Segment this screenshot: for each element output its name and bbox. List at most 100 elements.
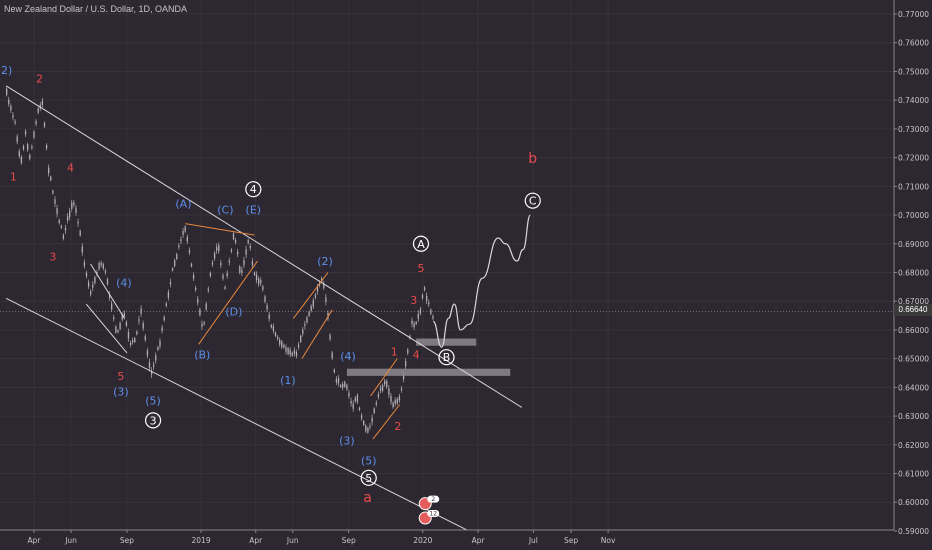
- candle-body: [8, 99, 10, 104]
- candle-body: [375, 402, 377, 405]
- candle-body: [111, 303, 113, 310]
- candle-body: [243, 260, 245, 266]
- candle-body: [308, 311, 310, 316]
- candle-body: [329, 334, 331, 340]
- candle-body: [279, 339, 281, 345]
- candle-body: [178, 245, 180, 248]
- candle-body: [10, 106, 12, 111]
- candle-body: [222, 275, 224, 279]
- candle-body: [333, 369, 335, 373]
- candle-body: [66, 216, 69, 221]
- event-markers: 2 12: [418, 495, 440, 525]
- current-price-badge: 0.66640: [894, 304, 932, 316]
- candle-body: [64, 227, 67, 231]
- candle-body: [12, 114, 14, 118]
- wave-circle: [144, 412, 162, 429]
- candle-body: [18, 151, 20, 157]
- candle-body: [96, 272, 98, 275]
- candle-body: [205, 303, 207, 310]
- wave-label: A: [417, 238, 425, 251]
- x-tick-label: Jun: [64, 536, 77, 545]
- candle-body: [384, 380, 386, 385]
- candle-body: [218, 245, 220, 252]
- candle-body: [157, 347, 159, 350]
- x-tick-label: Sep: [342, 536, 356, 545]
- wave-label: (C): [217, 203, 233, 216]
- candle-body: [400, 388, 403, 391]
- candle-body: [167, 292, 170, 298]
- candle-body: [69, 211, 71, 218]
- candle-body: [45, 145, 48, 149]
- wave-label: (E): [246, 203, 262, 216]
- candle-body: [386, 381, 388, 388]
- y-tick-label: 0.61000: [898, 470, 929, 479]
- candle-body: [169, 282, 172, 285]
- candle-body: [134, 338, 136, 343]
- wave-label: 1: [10, 170, 17, 183]
- wave-label: b: [528, 151, 537, 167]
- candle-body: [337, 377, 340, 384]
- candle-body: [365, 425, 367, 432]
- candle-body: [335, 379, 338, 383]
- candle-body: [327, 312, 329, 319]
- wave-label: (D): [225, 305, 242, 318]
- candle-body: [37, 108, 39, 113]
- candle-body: [426, 295, 428, 301]
- zone-lower: [346, 368, 511, 376]
- time-axis-bg: [0, 530, 932, 550]
- candle-body: [153, 364, 155, 367]
- y-tick-label: 0.62000: [898, 441, 929, 450]
- candle-body: [203, 322, 205, 325]
- candle-body: [81, 246, 83, 253]
- wave-label: (5): [361, 455, 377, 468]
- candle-body: [159, 340, 161, 347]
- candle-body: [342, 383, 344, 388]
- wave-label: 3: [49, 251, 56, 264]
- candle-body: [140, 308, 142, 314]
- candle-body: [201, 324, 203, 327]
- candle-body: [48, 167, 50, 174]
- candle-body: [302, 329, 304, 334]
- trendlines: [5, 85, 523, 541]
- candle-body: [293, 350, 296, 354]
- y-tick-label: 0.65000: [898, 355, 929, 364]
- candle-body: [100, 262, 102, 266]
- candle-body: [171, 268, 174, 271]
- candle-body: [394, 400, 396, 404]
- wave-label: 5: [365, 472, 372, 485]
- candle-body: [148, 362, 151, 369]
- candle-body: [356, 395, 359, 402]
- candle-body: [190, 263, 193, 267]
- candle-body: [186, 236, 188, 242]
- candle-body: [348, 392, 350, 397]
- candle-body: [253, 272, 256, 276]
- y-tick-label: 0.70000: [898, 211, 929, 220]
- candle-body: [285, 347, 287, 352]
- wave-label: (4): [340, 350, 356, 363]
- x-tick-label: Apr: [472, 536, 486, 545]
- triangle-bottom: [198, 260, 258, 345]
- candle-body: [419, 308, 422, 314]
- wave-label: 1: [391, 345, 398, 358]
- lower-channel: [5, 297, 487, 541]
- candle-body: [272, 326, 275, 331]
- candle-body: [268, 314, 270, 320]
- candle-body: [165, 303, 167, 306]
- candle-body: [146, 350, 149, 356]
- candle-body: [31, 146, 33, 149]
- candle-body: [129, 342, 132, 345]
- wave-label: 4: [413, 348, 420, 361]
- grid: [0, 0, 894, 532]
- candle-body: [119, 322, 121, 330]
- candle-body: [121, 314, 123, 320]
- candle-body: [150, 370, 153, 375]
- candle-body: [398, 396, 401, 401]
- candle-body: [283, 344, 285, 348]
- candle-body: [6, 88, 8, 95]
- x-tick-label: Jul: [528, 536, 538, 545]
- y-tick-label: 0.69000: [898, 240, 929, 249]
- candle-body: [230, 249, 233, 252]
- x-tick-label: 2019: [192, 536, 211, 545]
- wave-label: 2: [36, 73, 43, 86]
